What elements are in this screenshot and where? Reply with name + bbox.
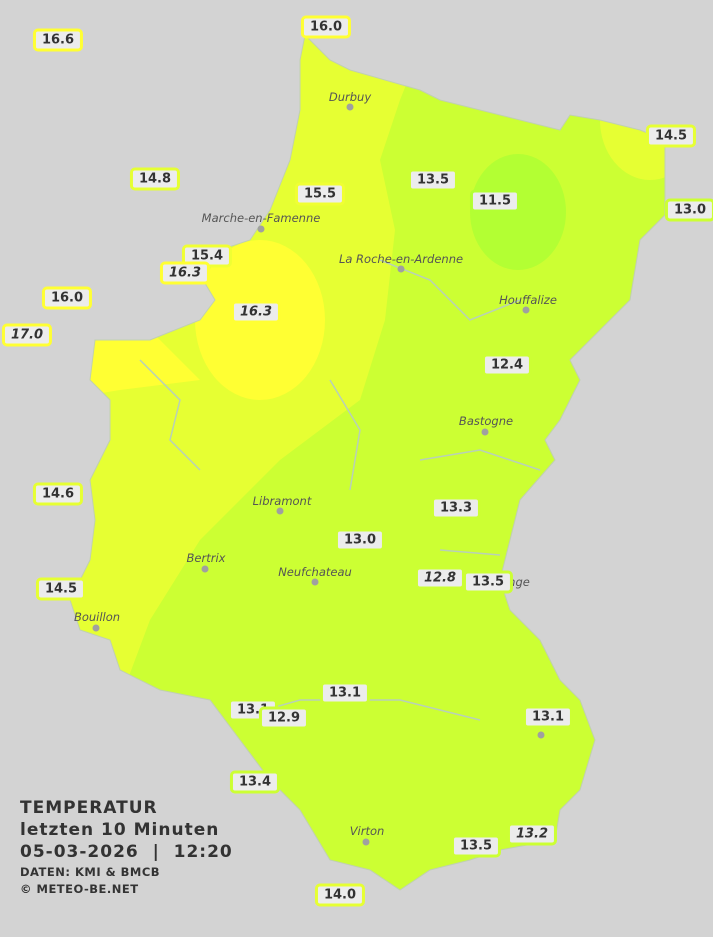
station-temperature-label[interactable]: 12.4 [481, 353, 533, 377]
station-temperature-label[interactable]: 14.5 [35, 577, 87, 601]
station-temperature-label[interactable]: 13.4 [229, 770, 281, 794]
legend-datetime: 05-03-2026 | 12:20 [20, 842, 233, 862]
station-temperature-label[interactable]: 13.2 [506, 822, 558, 846]
city-dot [92, 624, 100, 632]
city-dot [346, 103, 354, 111]
city-label: Durbuy [328, 90, 372, 104]
station-temperature-label[interactable]: 13.5 [462, 570, 514, 594]
city-dot [397, 265, 405, 273]
station-temperature-label[interactable]: 15.5 [294, 182, 346, 206]
station-temperature-label[interactable]: 11.5 [469, 189, 521, 213]
city-label: Virton [349, 824, 385, 838]
zone-16-west [70, 330, 200, 400]
station-temperature-label[interactable]: 13.3 [430, 496, 482, 520]
station-temperature-label[interactable]: 13.5 [450, 834, 502, 858]
station-temperature-label[interactable]: 16.0 [300, 15, 352, 39]
legend-copyright: © METEO-BE.NET [20, 882, 139, 896]
station-temperature-label[interactable]: 13.1 [522, 705, 574, 729]
station-temperature-label[interactable]: 12.8 [414, 566, 466, 590]
city-dot [257, 225, 265, 233]
station-temperature-label[interactable]: 14.6 [32, 482, 84, 506]
city-dot [362, 838, 370, 846]
city-dot [522, 306, 530, 314]
zone-11 [470, 154, 566, 270]
city-label: nge [508, 575, 530, 589]
legend-source: DATEN: KMI & BMCB [20, 865, 161, 879]
city-dot [201, 565, 209, 573]
city-dot [537, 731, 545, 739]
legend-title: TEMPERATUR [20, 798, 158, 818]
river [139, 259, 541, 721]
legend-subtitle: letzten 10 Minuten [20, 820, 220, 840]
station-temperature-label[interactable]: 14.8 [129, 167, 181, 191]
city-label: Bouillon [73, 610, 121, 624]
station-temperature-label[interactable]: 16.0 [41, 286, 93, 310]
zone-14-ne [600, 60, 665, 180]
station-temperature-label[interactable]: 13.5 [407, 168, 459, 192]
city-label: Marche-en-Famenne [201, 211, 321, 225]
station-temperature-label[interactable]: 14.0 [314, 883, 366, 907]
station-temperature-label[interactable]: 12.9 [258, 706, 310, 730]
city-dot [276, 507, 284, 515]
city-dot [311, 578, 319, 586]
city-label: Libramont [252, 494, 312, 508]
city-dot [481, 428, 489, 436]
station-temperature-label[interactable]: 14.5 [645, 124, 697, 148]
station-temperature-label[interactable]: 16.3 [159, 261, 211, 285]
station-temperature-label[interactable]: 16.3 [230, 300, 282, 324]
city-label: La Roche-en-Ardenne [338, 252, 464, 266]
station-temperature-label[interactable]: 13.0 [334, 528, 386, 552]
city-label: Houffalize [499, 293, 557, 307]
station-temperature-label[interactable]: 17.0 [1, 323, 53, 347]
station-temperature-label[interactable]: 13.0 [664, 198, 713, 222]
city-label: Neufchateau [278, 565, 352, 579]
station-temperature-label[interactable]: 16.6 [32, 28, 84, 52]
city-label: Bertrix [186, 551, 226, 565]
city-label: Bastogne [458, 414, 514, 428]
legend: TEMPERATUR letzten 10 Minuten 05-03-2026… [20, 797, 233, 896]
station-temperature-label[interactable]: 13.1 [319, 681, 371, 705]
